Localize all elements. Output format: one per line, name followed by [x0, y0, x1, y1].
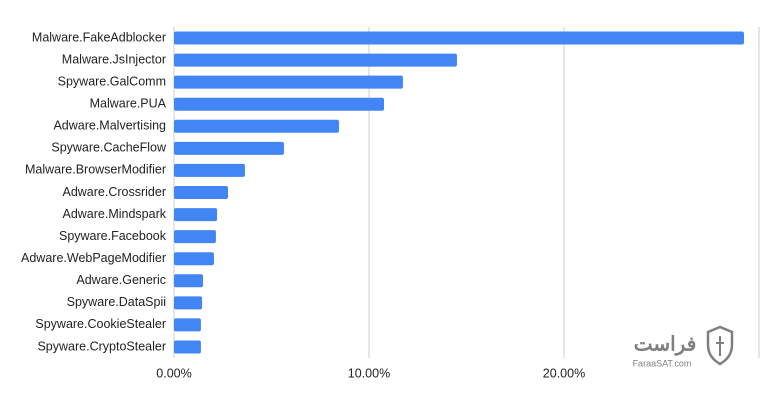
- bar: [174, 340, 201, 354]
- bar: [174, 274, 204, 288]
- x-tick-label: 0.00%: [156, 366, 191, 380]
- bar: [174, 230, 216, 244]
- y-tick-label: Spyware.Facebook: [59, 229, 167, 243]
- watermark: فراست FaraaSAT.com: [633, 325, 734, 368]
- bar: [174, 186, 229, 199]
- bar: [174, 252, 214, 266]
- y-tick-label: Malware.BrowserModifier: [25, 163, 166, 177]
- y-tick-label: Spyware.CookieStealer: [35, 317, 166, 331]
- y-tick-label: Spyware.DataSpii: [67, 295, 166, 309]
- y-tick-label: Spyware.CacheFlow: [51, 141, 167, 155]
- y-tick-label: Malware.FakeAdblocker: [32, 30, 166, 44]
- y-tick-label: Adware.Generic: [76, 273, 166, 287]
- watermark-name: فراست: [634, 333, 697, 356]
- bar: [174, 318, 201, 332]
- y-tick-label: Adware.Mindspark: [62, 207, 166, 221]
- bar: [174, 296, 203, 310]
- x-tick-label: 20.00%: [543, 366, 585, 380]
- bar: [174, 141, 284, 155]
- watermark-url: FaraaSAT.com: [633, 358, 692, 368]
- watermark-icon: [716, 336, 724, 356]
- bar: [174, 208, 218, 222]
- y-tick-label: Spyware.CryptoStealer: [37, 339, 166, 353]
- x-tick-label: 10.00%: [348, 366, 390, 380]
- bar: [174, 163, 245, 177]
- bar: [174, 75, 403, 89]
- bar: [174, 97, 385, 111]
- watermark-shield: [706, 325, 734, 366]
- y-tick-label: Malware.JsInjector: [62, 52, 166, 66]
- bar: [174, 53, 457, 67]
- y-tick-label: Adware.WebPageModifier: [21, 251, 166, 265]
- y-tick-label: Spyware.GalComm: [58, 74, 166, 88]
- y-tick-label: Adware.Crossrider: [62, 185, 166, 199]
- bar: [174, 119, 339, 133]
- bar: [174, 31, 744, 45]
- y-tick-label: Malware.PUA: [90, 97, 167, 111]
- y-tick-label: Adware.Malvertising: [53, 119, 166, 133]
